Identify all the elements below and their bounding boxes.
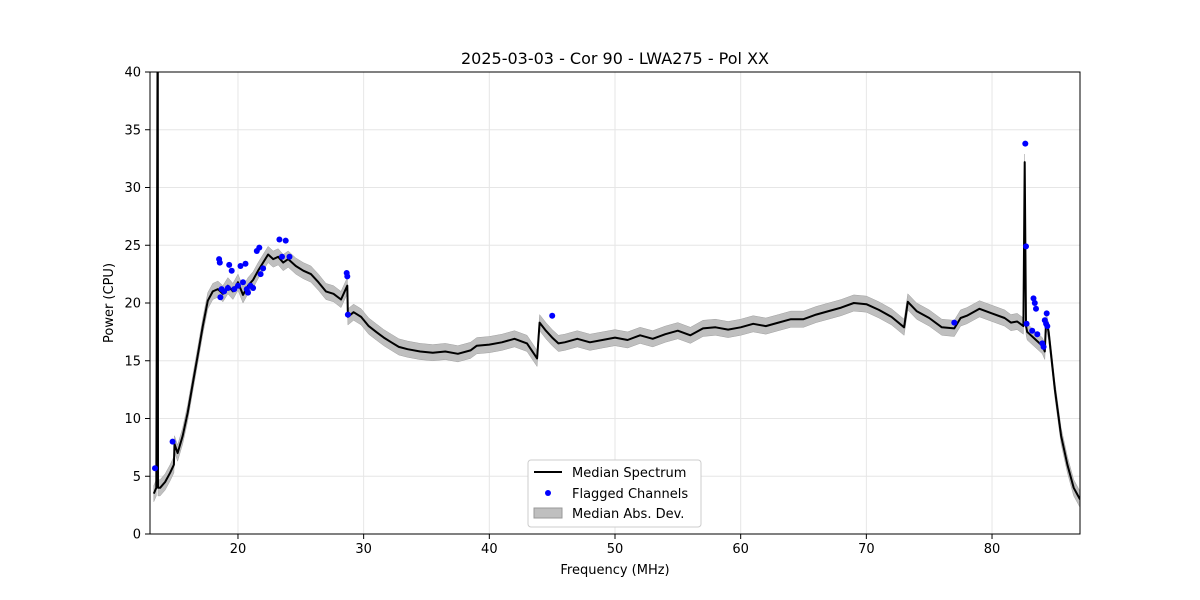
median-spectrum-line [152, 72, 1080, 500]
plot-area [152, 72, 1080, 508]
flagged-channel-point [282, 237, 289, 244]
flagged-channel-point [1033, 305, 1039, 312]
y-tick-label: 25 [124, 239, 141, 254]
flagged-channel-point [169, 438, 176, 445]
y-tick-label: 20 [124, 297, 141, 312]
x-tick-label: 30 [355, 542, 372, 557]
flagged-channel-point [1029, 327, 1036, 334]
x-axis-label: Frequency (MHz) [560, 563, 669, 578]
flagged-channel-point [217, 294, 224, 301]
y-tick-label: 15 [124, 354, 141, 369]
flagged-channel-point [224, 285, 231, 291]
chart-title: 2025-03-03 - Cor 90 - LWA275 - Pol XX [461, 49, 769, 68]
flagged-channel-point [344, 273, 351, 280]
flagged-channel-point [152, 465, 158, 472]
flagged-channel-point [216, 259, 223, 266]
flagged-channel-point [1040, 343, 1047, 350]
y-tick-label: 0 [133, 528, 141, 543]
flagged-channel-point [1034, 331, 1041, 338]
x-tick-label: 50 [607, 542, 624, 557]
flagged-channel-point [1043, 310, 1050, 317]
legend: Median Spectrum Flagged Channels Median … [527, 459, 702, 528]
x-axis-ticks: 20 30 40 50 60 70 80 [230, 534, 1001, 557]
y-tick-label: 5 [133, 470, 141, 485]
flagged-channel-point [279, 253, 285, 260]
flagged-channel-point [1044, 323, 1051, 330]
flagged-channel-point [245, 289, 251, 296]
flagged-channel-point [1022, 140, 1029, 147]
x-tick-label: 70 [858, 542, 875, 557]
flagged-channel-point [257, 271, 264, 278]
flagged-channel-point [1023, 243, 1029, 250]
legend-median-label: Median Spectrum [572, 466, 686, 481]
y-tick-label: 30 [124, 181, 141, 196]
flagged-channel-point [240, 279, 246, 286]
flagged-channel-point [260, 265, 267, 272]
legend-flagged-label: Flagged Channels [572, 487, 688, 502]
flagged-channel-point [951, 319, 958, 326]
y-axis-label: Power (CPU) [102, 263, 117, 343]
y-tick-label: 35 [124, 123, 141, 138]
y-tick-label: 10 [124, 412, 141, 427]
x-tick-label: 40 [481, 542, 498, 557]
legend-mad-swatch [533, 507, 563, 519]
flagged-channel-point [250, 285, 257, 291]
flagged-channel-point [256, 244, 263, 251]
legend-mad-label: Median Abs. Dev. [572, 507, 684, 522]
mad-band [153, 72, 1080, 508]
flagged-channel-point [242, 260, 249, 267]
flagged-channel-point [226, 261, 233, 268]
legend-box [527, 459, 702, 528]
y-tick-label: 40 [124, 66, 141, 81]
x-tick-label: 80 [984, 542, 1001, 557]
flagged-channel-point [228, 267, 235, 274]
x-tick-label: 60 [732, 542, 749, 557]
flagged-channel-point [286, 253, 293, 260]
flagged-channel-point [237, 263, 244, 269]
flagged-channel-point [1030, 295, 1037, 302]
x-tick-label: 20 [230, 542, 247, 557]
flagged-channel-point [549, 312, 556, 319]
flagged-channel-point [1023, 320, 1030, 327]
flagged-channel-point [276, 236, 283, 243]
flagged-channel-point [1031, 300, 1038, 306]
y-axis-ticks: 0 5 10 15 20 25 30 35 40 [124, 66, 150, 543]
flagged-channel-point [344, 311, 351, 318]
legend-flagged-swatch [545, 490, 551, 496]
flagged-channel-point [235, 282, 241, 289]
